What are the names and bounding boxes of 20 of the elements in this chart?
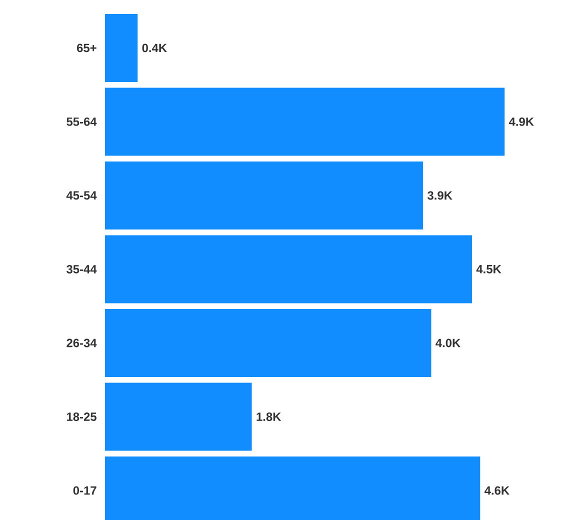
data-label: 0.4K xyxy=(142,44,167,52)
y-tick-label: 26-34 xyxy=(66,338,97,348)
bar xyxy=(105,161,424,230)
data-label: 1.8K xyxy=(256,412,282,421)
data-label: 4.5K xyxy=(476,265,502,274)
data-label: 4.6K xyxy=(484,486,510,495)
bar xyxy=(105,308,432,377)
data-label: 3.9K xyxy=(428,191,452,200)
y-tick-label: 65+ xyxy=(76,44,96,52)
bar xyxy=(105,235,472,304)
y-tick-label: 55-64 xyxy=(66,117,97,126)
y-tick-label: 0-17 xyxy=(73,486,96,495)
bar xyxy=(105,14,138,82)
y-tick-label: 45-54 xyxy=(66,191,97,200)
bar xyxy=(105,382,252,451)
data-label: 4.9K xyxy=(508,117,534,126)
y-tick-label: 35-44 xyxy=(66,264,97,274)
y-tick-label: 18-25 xyxy=(66,412,96,421)
bar xyxy=(105,88,505,156)
data-label: 4.0K xyxy=(436,338,461,348)
